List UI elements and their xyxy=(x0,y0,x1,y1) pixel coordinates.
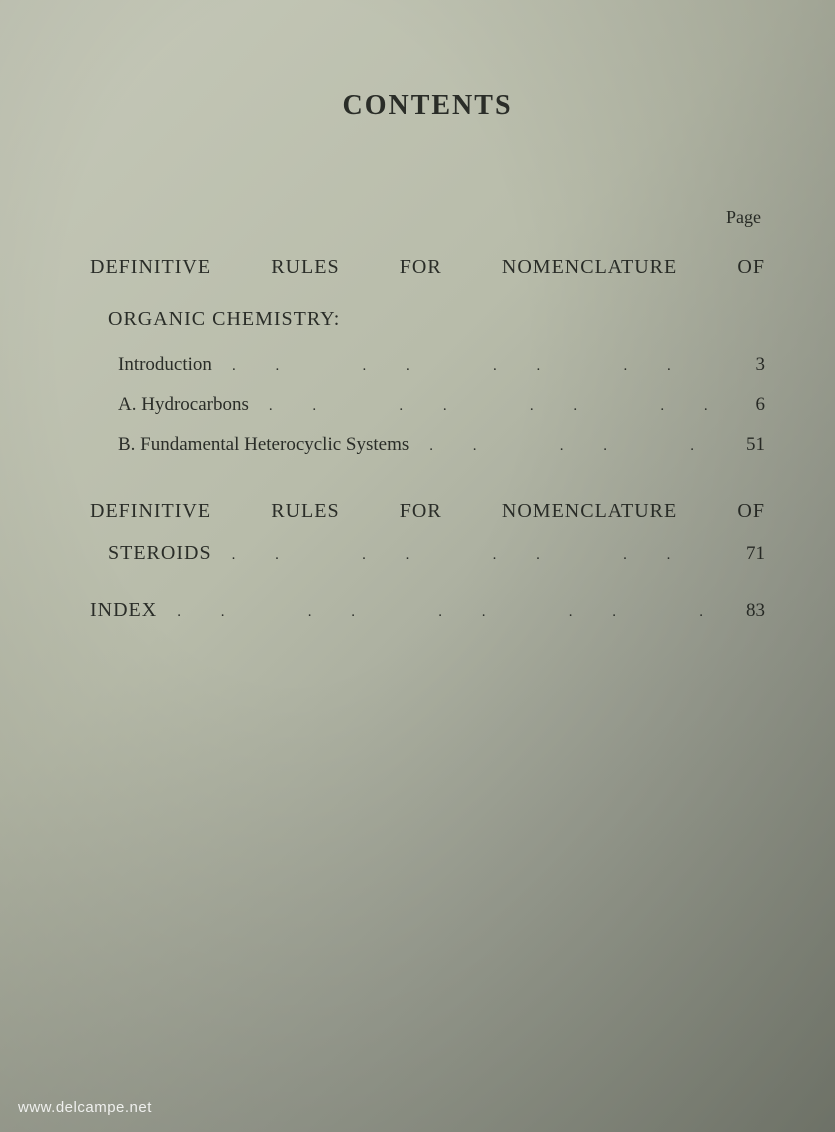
toc-entry: B. Fundamental Heterocyclic Systems . . … xyxy=(90,434,765,456)
page-column-header: Page xyxy=(90,207,765,228)
toc-entry: STEROIDS . . . . . . . . . . . . . . 71 xyxy=(90,542,765,565)
toc-entry-page: 3 xyxy=(733,354,765,376)
section-heading: DEFINITIVE RULES FOR NOMENCLATURE OF xyxy=(90,246,765,288)
section-heading-line1: DEFINITIVE RULES FOR NOMENCLATURE OF xyxy=(90,256,765,278)
toc-entry-label: A. Hydrocarbons xyxy=(118,394,249,416)
toc-entry: A. Hydrocarbons . . . . . . . . . . . . … xyxy=(90,394,765,416)
dot-leader: . . . . . . . . . . . . xyxy=(255,398,727,415)
toc-entry: INDEX . . . . . . . . . . . . . . . . 83 xyxy=(90,599,765,622)
toc-entry-page: 51 xyxy=(733,434,765,456)
toc-entry: Introduction . . . . . . . . . . . . . .… xyxy=(90,354,765,376)
dot-leader: . . . . . . xyxy=(415,438,727,455)
toc-entry-page: 71 xyxy=(733,543,765,565)
dot-leader: . . . . . . . . . . . . . . . . xyxy=(163,604,727,621)
section-organic-chemistry: DEFINITIVE RULES FOR NOMENCLATURE OF ORG… xyxy=(90,246,765,456)
section-heading: DEFINITIVE RULES FOR NOMENCLATURE OF xyxy=(90,490,765,532)
section-heading-line2-wrap: ORGANIC CHEMISTRY: xyxy=(90,298,765,340)
contents-page: CONTENTS Page DEFINITIVE RULES FOR NOMEN… xyxy=(0,0,835,716)
dot-leader: . . . . . . . . . . . . . . xyxy=(218,358,727,375)
section-heading-line2: STEROIDS xyxy=(108,542,212,565)
section-heading-line2: ORGANIC CHEMISTRY: xyxy=(108,308,340,330)
section-index: INDEX . . . . . . . . . . . . . . . . 83 xyxy=(90,599,765,622)
toc-entry-label: B. Fundamental Heterocyclic Systems xyxy=(118,434,409,456)
section-steroids: DEFINITIVE RULES FOR NOMENCLATURE OF STE… xyxy=(90,490,765,565)
section-heading-line1: INDEX xyxy=(90,599,157,622)
toc-entry-page: 83 xyxy=(733,600,765,622)
dot-leader: . . . . . . . . . . . . . . xyxy=(218,547,727,564)
toc-entry-page: 6 xyxy=(733,394,765,416)
page-title: CONTENTS xyxy=(90,90,765,122)
section-heading-line1: DEFINITIVE RULES FOR NOMENCLATURE OF xyxy=(90,500,765,522)
watermark-text: www.delcampe.net xyxy=(18,1099,152,1116)
toc-entry-label: Introduction xyxy=(118,354,212,376)
